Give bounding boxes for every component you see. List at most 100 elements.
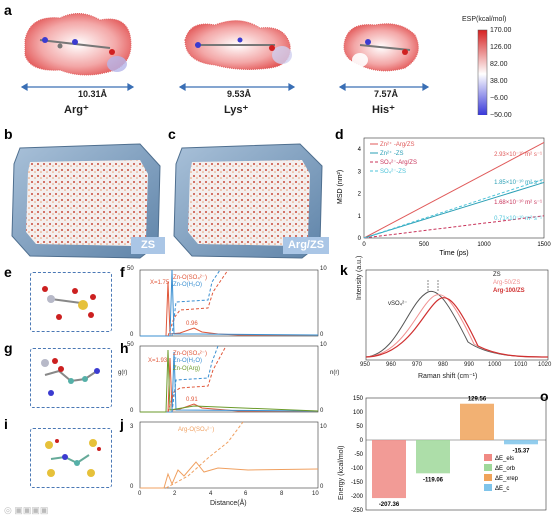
- panel-label-d: d: [335, 126, 344, 142]
- msd-ytick: 3: [358, 169, 362, 175]
- msd-legend-label: SO₄²⁻-Arg/ZS: [380, 160, 417, 166]
- energy-value-label: -15.37: [512, 448, 530, 454]
- rdf-f-legend-1: Zn-O(H₂O): [173, 282, 202, 288]
- energy-chart: 150 100 50 0 -50 -100 -150 -200 -250 -207.36 -119.…: [351, 396, 547, 514]
- rdf-h-legend-2: Zn-O(Arg): [173, 366, 200, 372]
- esp-length-arrows: [20, 82, 430, 92]
- rdf-j-ytick-3: 3: [130, 424, 134, 430]
- raman-band: νSO₄²⁻: [388, 301, 408, 307]
- raman-xtick-2: 970: [412, 362, 423, 368]
- energy-value-label: -207.36: [379, 502, 400, 508]
- esp-colorbar: [477, 29, 488, 115]
- raman-xtick-0: 950: [360, 362, 371, 368]
- msd-chart: 0 1 2 3 4 0 500 1000 1500 Time (ps) MSD (nm²) Zn²⁺ …: [337, 137, 551, 257]
- msd-ytick: 1: [358, 214, 362, 220]
- energy-value-label: -119.06: [423, 477, 444, 483]
- msd-xtick: 1000: [477, 242, 491, 248]
- rdf-j-xtick-1: 2: [173, 491, 177, 497]
- msd-xtick: 500: [419, 242, 430, 248]
- msd-xtick: 1500: [537, 242, 551, 248]
- rdf-f-plot: [139, 269, 319, 337]
- arg-name: Arg⁺: [64, 104, 89, 116]
- panel-label-i: i: [4, 416, 8, 432]
- rdf-j-yrtick-0: 0: [320, 484, 324, 490]
- rdf-h-ylabel-right: n(r): [330, 370, 340, 376]
- rdf-f-yrtick-5: 10: [320, 266, 327, 272]
- structure-e: [30, 272, 112, 332]
- panel-label-o: o: [540, 388, 549, 404]
- panel-label-b: b: [4, 126, 13, 142]
- energy-legend-label: ΔE_els: [495, 456, 514, 462]
- msd-legend-label: Zn²⁺ -ZS: [380, 150, 404, 157]
- rdf-h-yrtick-5: 10: [320, 342, 327, 348]
- esp-molecule-lys: [184, 20, 292, 70]
- raman-legend-1: Arg-50/ZS: [493, 280, 521, 286]
- argzs-label: Arg/ZS: [283, 237, 329, 254]
- energy-axes: [365, 397, 547, 511]
- esp-tick-3: 38.00: [490, 78, 508, 85]
- energy-ytick: 100: [353, 410, 364, 416]
- esp-tick-5: −50.00: [490, 112, 512, 119]
- energy-legend-swatch: [484, 474, 492, 481]
- rdf-j-yrtick-5: 10: [320, 424, 327, 430]
- lys-name: Lys⁺: [224, 104, 249, 116]
- energy-ytick: 150: [353, 396, 364, 402]
- watermark: ◎ ▣▣▣▣: [4, 505, 49, 515]
- msd-series-line: [363, 181, 545, 239]
- rdf-h-plot: [139, 345, 319, 413]
- esp-panel: [20, 13, 488, 115]
- panel-label-f: f: [120, 264, 125, 280]
- rdf-h-ann-peak: 0.91: [186, 397, 198, 403]
- panel-label-k: k: [340, 262, 348, 278]
- energy-legend-label: ΔE_orb: [495, 466, 516, 472]
- energy-bar: [372, 440, 406, 499]
- energy-legend-label: ΔE_xrep: [495, 476, 519, 482]
- msd-annotation: 1.68×10⁻¹⁰ m² s⁻¹: [494, 199, 542, 206]
- esp-tick-4: −6.00: [490, 95, 508, 102]
- zs-label: ZS: [131, 237, 165, 254]
- rdf-h-legend-1: Zn-O(H₂O): [173, 358, 202, 364]
- energy-ytick: -200: [351, 494, 364, 500]
- msd-annotation: 2.93×10⁻¹⁰ m² s⁻¹: [494, 151, 542, 158]
- panel-label-e: e: [4, 264, 12, 280]
- raman-xtick-7: 1020: [538, 362, 552, 368]
- energy-bar: [460, 403, 494, 440]
- msd-ytick: 4: [358, 147, 362, 153]
- msd-xtick: 0: [362, 242, 366, 248]
- msd-annotation: 1.85×10⁻¹⁰ m² s⁻¹: [494, 179, 542, 186]
- esp-tick-0: 170.00: [490, 27, 512, 34]
- msd-series-line: [363, 178, 545, 239]
- msd-legend-label: Zn²⁺ -Arg/ZS: [380, 141, 415, 148]
- energy-ytick: -100: [351, 466, 364, 472]
- msd-ytick: 0: [358, 236, 362, 242]
- esp-molecule-arg: [24, 13, 132, 76]
- rdf-j-xtick-0: 0: [138, 491, 142, 497]
- msd-legend-label: SO₄²⁻-ZS: [380, 169, 406, 175]
- energy-ytick: 50: [356, 424, 363, 430]
- msd-axes: [363, 137, 545, 239]
- rdf-h-ylabel-left: g(r): [118, 370, 128, 376]
- argzs-box: [173, 143, 323, 259]
- energy-ytick: -150: [351, 480, 364, 486]
- raman-legend-2: Arg-100/ZS: [493, 288, 525, 294]
- rdf-h-ann-x: X=1.93: [148, 358, 168, 364]
- energy-ytick: 0: [360, 438, 364, 444]
- rdf-h-legend-0: Zn-O(SO₄²⁻): [173, 351, 207, 357]
- msd-xlabel: Time (ps): [439, 250, 468, 257]
- panel-label-g: g: [4, 340, 13, 356]
- lys-length: 9.53Å: [227, 89, 252, 99]
- msd-series-line: [363, 142, 545, 239]
- raman-xtick-3: 980: [438, 362, 449, 368]
- msd-annotation: 0.71×10⁻¹⁰ m² s⁻¹: [494, 215, 542, 222]
- esp-tick-2: 82.00: [490, 61, 508, 68]
- rdf-j-xtick-3: 6: [244, 491, 248, 497]
- energy-legend-swatch: [484, 484, 492, 491]
- energy-ytick: -50: [354, 452, 363, 458]
- simulation-boxes: [11, 143, 323, 259]
- rdf-j-xlabel: Distance(Å): [210, 500, 247, 507]
- esp-tick-1: 126.00: [490, 44, 512, 51]
- panel-label-j: j: [120, 416, 124, 432]
- raman-xtick-5: 1000: [488, 362, 502, 368]
- rdf-f-ann-peak: 0.96: [186, 321, 198, 327]
- rdf-f-ann-x: X=1.75: [150, 280, 170, 286]
